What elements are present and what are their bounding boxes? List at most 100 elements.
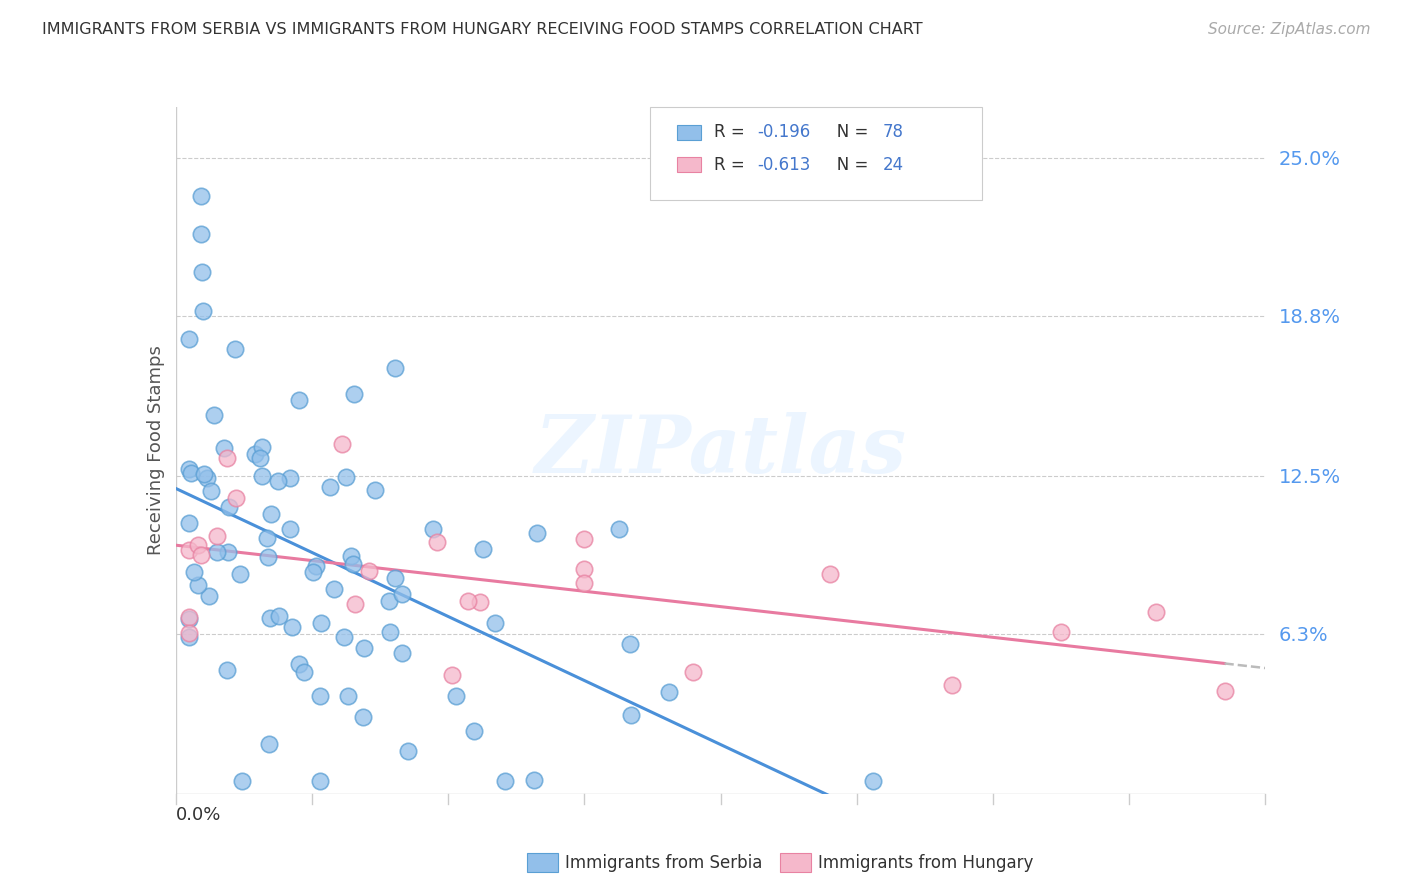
Point bbox=[309, 616, 332, 631]
Point bbox=[384, 360, 406, 375]
Text: N =: N = bbox=[821, 123, 873, 142]
Point bbox=[250, 440, 273, 454]
Point bbox=[179, 625, 201, 640]
Point bbox=[318, 480, 340, 494]
Point bbox=[217, 451, 239, 466]
Point bbox=[523, 772, 546, 787]
Point bbox=[309, 689, 332, 703]
Point bbox=[1144, 605, 1167, 619]
Point bbox=[193, 303, 215, 318]
FancyBboxPatch shape bbox=[678, 125, 702, 140]
Point bbox=[195, 471, 218, 485]
Point bbox=[343, 386, 366, 401]
Text: 24: 24 bbox=[883, 156, 904, 174]
Point bbox=[292, 665, 315, 680]
Point bbox=[323, 582, 346, 597]
Point bbox=[471, 541, 494, 556]
Point bbox=[187, 578, 209, 592]
Point bbox=[607, 523, 630, 537]
Point bbox=[205, 529, 228, 543]
FancyBboxPatch shape bbox=[650, 107, 981, 200]
Point bbox=[384, 571, 406, 585]
Text: 78: 78 bbox=[883, 123, 904, 142]
Point bbox=[231, 774, 253, 789]
Point bbox=[619, 637, 641, 651]
Point bbox=[190, 227, 212, 242]
Point bbox=[484, 615, 506, 630]
Point bbox=[179, 332, 201, 346]
Point bbox=[205, 545, 228, 559]
Point bbox=[191, 265, 214, 279]
Point bbox=[257, 550, 280, 565]
Point bbox=[330, 436, 353, 450]
Point bbox=[340, 549, 363, 563]
Point bbox=[217, 663, 239, 677]
Point bbox=[494, 774, 516, 789]
Point bbox=[243, 447, 266, 461]
Text: ZIPatlas: ZIPatlas bbox=[534, 412, 907, 489]
Point bbox=[818, 567, 841, 582]
Point bbox=[470, 595, 492, 609]
Point bbox=[342, 557, 364, 571]
Point bbox=[281, 620, 304, 634]
Point bbox=[343, 597, 366, 611]
Point bbox=[179, 516, 201, 531]
Point bbox=[463, 724, 485, 739]
Text: Immigrants from Hungary: Immigrants from Hungary bbox=[818, 854, 1033, 871]
Point bbox=[278, 471, 301, 485]
Point bbox=[190, 548, 212, 562]
Point bbox=[202, 408, 225, 422]
Point bbox=[179, 543, 201, 558]
Text: -0.196: -0.196 bbox=[758, 123, 811, 142]
Point bbox=[333, 630, 356, 644]
Text: Immigrants from Serbia: Immigrants from Serbia bbox=[565, 854, 762, 871]
Point bbox=[444, 689, 467, 703]
Point bbox=[260, 508, 283, 522]
Point bbox=[179, 612, 201, 626]
Point bbox=[574, 576, 596, 591]
Point bbox=[288, 392, 311, 407]
Point bbox=[941, 678, 963, 692]
Point bbox=[288, 657, 311, 672]
Point bbox=[440, 667, 463, 681]
Text: 0.0%: 0.0% bbox=[176, 806, 221, 824]
Point bbox=[187, 538, 209, 552]
Point bbox=[250, 468, 273, 483]
Point bbox=[179, 462, 201, 476]
Point bbox=[193, 467, 215, 482]
Point bbox=[256, 531, 278, 545]
Point bbox=[259, 611, 281, 625]
Point bbox=[457, 594, 479, 608]
Point bbox=[179, 610, 201, 624]
Point bbox=[267, 609, 290, 624]
Point bbox=[198, 589, 221, 603]
Point bbox=[364, 483, 387, 497]
Point bbox=[391, 586, 413, 600]
Point bbox=[257, 737, 280, 751]
Point bbox=[301, 565, 323, 579]
Point bbox=[266, 475, 288, 489]
Point bbox=[1213, 683, 1236, 698]
Text: R =: R = bbox=[714, 123, 749, 142]
Text: IMMIGRANTS FROM SERBIA VS IMMIGRANTS FROM HUNGARY RECEIVING FOOD STAMPS CORRELAT: IMMIGRANTS FROM SERBIA VS IMMIGRANTS FRO… bbox=[42, 22, 922, 37]
Point bbox=[353, 641, 375, 656]
Text: R =: R = bbox=[714, 156, 749, 174]
Point bbox=[426, 535, 449, 549]
Point bbox=[179, 630, 201, 644]
Point bbox=[190, 189, 212, 203]
Point bbox=[422, 522, 444, 536]
Point bbox=[212, 442, 235, 456]
Text: Source: ZipAtlas.com: Source: ZipAtlas.com bbox=[1208, 22, 1371, 37]
Point bbox=[305, 558, 328, 573]
Point bbox=[391, 647, 413, 661]
Point bbox=[574, 562, 596, 576]
Point bbox=[396, 744, 419, 758]
Point bbox=[225, 491, 247, 506]
Point bbox=[1050, 624, 1073, 639]
Point bbox=[200, 483, 222, 498]
Point bbox=[217, 545, 239, 559]
Point bbox=[229, 566, 252, 581]
Point bbox=[574, 532, 596, 546]
Point bbox=[218, 500, 240, 515]
Point bbox=[352, 710, 374, 724]
